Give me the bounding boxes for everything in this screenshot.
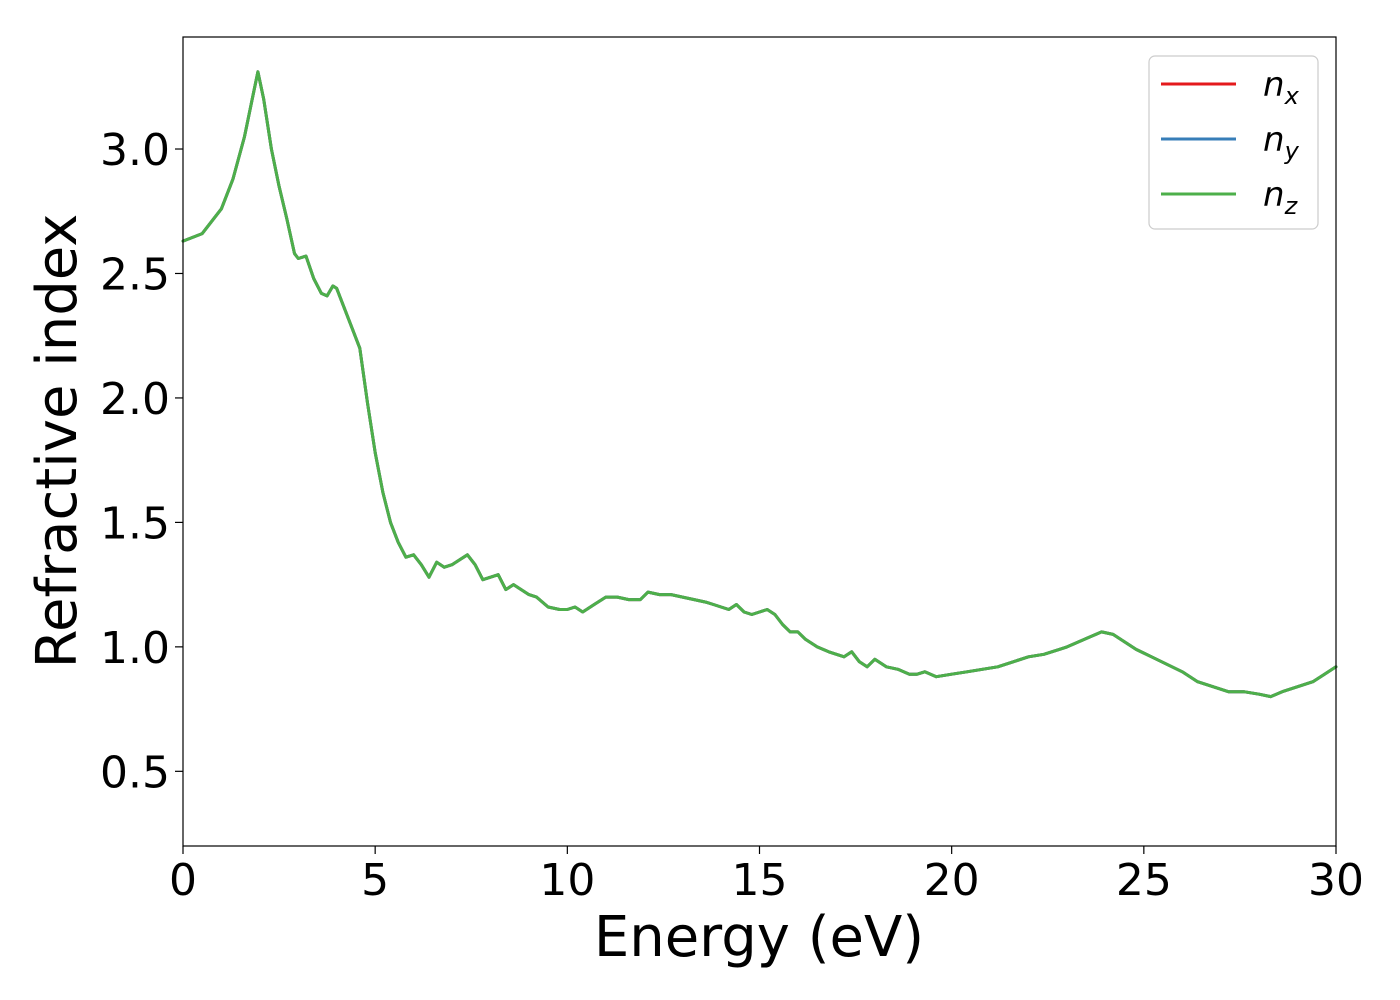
x-tick-label: 0: [169, 855, 197, 906]
legend-box: [1148, 55, 1319, 230]
y-tick-label: 2.0: [100, 374, 170, 425]
legend-label-nx: nx: [1263, 65, 1300, 110]
series-layer: [181, 70, 1338, 699]
y-axis-title: Refractive index: [25, 214, 90, 669]
x-tick-label: 15: [732, 855, 788, 906]
x-tick-label: 10: [539, 855, 595, 906]
series-line-nz: [181, 70, 1338, 699]
legend-label-nz: nz: [1263, 175, 1299, 220]
x-tick-label: 5: [361, 855, 389, 906]
legend: nx ny nz: [1148, 55, 1319, 230]
x-axis-title: Energy (eV): [594, 905, 924, 970]
x-tick-label: 20: [924, 855, 980, 906]
x-tick-label: 30: [1308, 855, 1364, 906]
x-tick-label: 25: [1116, 855, 1172, 906]
y-tick-label: 1.0: [100, 623, 170, 674]
y-tick-label: 3.0: [100, 125, 170, 176]
y-tick-label: 1.5: [100, 498, 170, 549]
legend-label-ny: ny: [1263, 120, 1300, 165]
y-tick-label: 0.5: [100, 747, 170, 798]
y-tick-label: 2.5: [100, 249, 170, 300]
axes-layer: 0 5 10 15 20 25 30 0.5 1.0 1.5 2.0 2.5 3.0: [100, 36, 1364, 906]
